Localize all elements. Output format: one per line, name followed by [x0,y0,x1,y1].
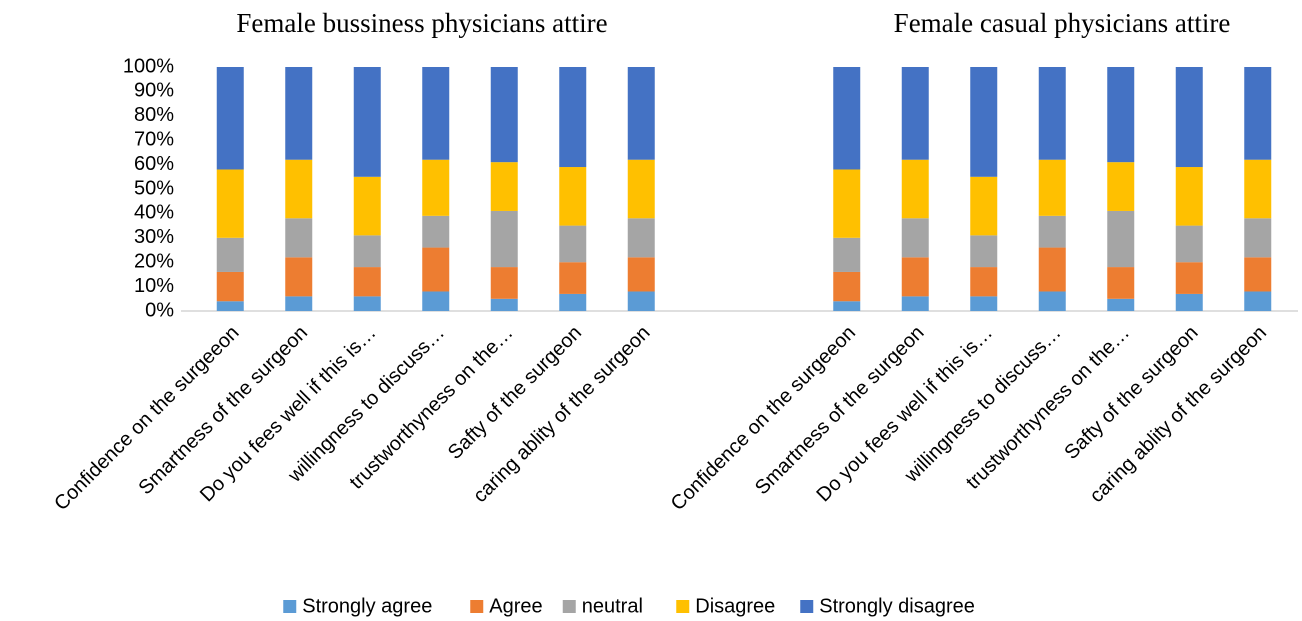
bar-segment [1107,298,1135,311]
bar-segment [1244,159,1272,219]
bar-segment [1038,291,1066,311]
y-tick-label: 50% [134,177,174,199]
y-tick-label: 10% [134,275,174,297]
bar-segment [422,215,450,248]
bar-segment [285,159,313,219]
legend-swatch [470,600,484,613]
bar-segment [559,67,587,168]
bar-segment [970,267,998,297]
chart-title: Female bussiness physicians attire [236,8,607,38]
legend-label: Strongly agree [302,595,432,617]
bar-segment [901,67,929,160]
bar-segment [1038,215,1066,248]
bar-segment [1175,293,1203,311]
bar-segment [1244,67,1272,160]
y-tick-label: 40% [134,202,174,224]
legend-label: Strongly disagree [819,595,975,617]
bar-segment [422,291,450,311]
y-tick-label: 100% [123,55,174,77]
bar-segment [1175,225,1203,263]
bar-segment [216,301,244,311]
legend-swatch [800,600,814,613]
legend-label: neutral [582,595,643,617]
bar-segment [833,237,861,272]
y-tick-label: 20% [134,250,174,272]
bar-segment [559,293,587,311]
bar-segment [285,67,313,160]
bar-segment [559,167,587,226]
bar-segment [1175,167,1203,226]
bar-segment [353,67,381,177]
bar-segment [490,267,518,299]
bar-segment [353,267,381,297]
bar-segment [833,67,861,170]
y-tick-label: 80% [134,104,174,126]
bar-segment [627,257,655,292]
bar-segment [353,176,381,236]
bar-segment [216,169,244,238]
x-tick-label: Safty of the surgeon [444,322,586,464]
bar-segment [833,169,861,238]
bar-segment [422,67,450,160]
bar-segment [1244,218,1272,258]
bar-segment [1038,159,1066,216]
bar-segment [901,159,929,219]
bar-segment [285,218,313,258]
bar-segment [833,301,861,311]
bar-segment [490,67,518,163]
bar-segment [970,235,998,268]
bar-segment [1175,262,1203,294]
bar-segment [490,298,518,311]
bar-segment [627,218,655,258]
bar-segment [1175,67,1203,168]
bar-segment [1107,267,1135,299]
bar-segment [1107,67,1135,163]
bar-segment [285,296,313,311]
bar-segment [1107,210,1135,268]
bar-segment [216,237,244,272]
bar-segment [1107,162,1135,211]
bar-segment [901,257,929,297]
bar-segment [1038,247,1066,292]
y-tick-label: 70% [134,128,174,150]
bar-segment [216,67,244,170]
bar-segment [353,296,381,311]
bar-segment [627,67,655,160]
bar-segment [970,67,998,177]
bar-segment [559,225,587,263]
bar-segment [627,159,655,219]
bar-segment [422,247,450,292]
bar-segment [490,210,518,268]
legend-label: Agree [489,595,542,617]
legend-swatch [676,600,690,613]
bar-segment [490,162,518,211]
y-tick-label: 30% [134,226,174,248]
y-tick-label: 60% [134,153,174,175]
bar-segment [1244,257,1272,292]
bar-segment [559,262,587,294]
legend-swatch [562,600,576,613]
bar-segment [970,296,998,311]
x-tick-label: Safty of the surgeon [1060,322,1202,464]
bar-segment [353,235,381,268]
legend-label: Disagree [695,595,775,617]
legend-swatch [283,600,297,613]
y-tick-label: 0% [145,299,174,321]
bar-segment [1244,291,1272,311]
bar-segment [216,271,244,302]
bar-segment [285,257,313,297]
bar-segment [833,271,861,302]
bar-segment [970,176,998,236]
bar-segment [901,218,929,258]
bar-segment [422,159,450,216]
bar-segment [627,291,655,311]
bar-segment [1038,67,1066,160]
chart-title: Female casual physicians attire [894,8,1231,38]
bar-segment [901,296,929,311]
y-tick-label: 90% [134,80,174,102]
